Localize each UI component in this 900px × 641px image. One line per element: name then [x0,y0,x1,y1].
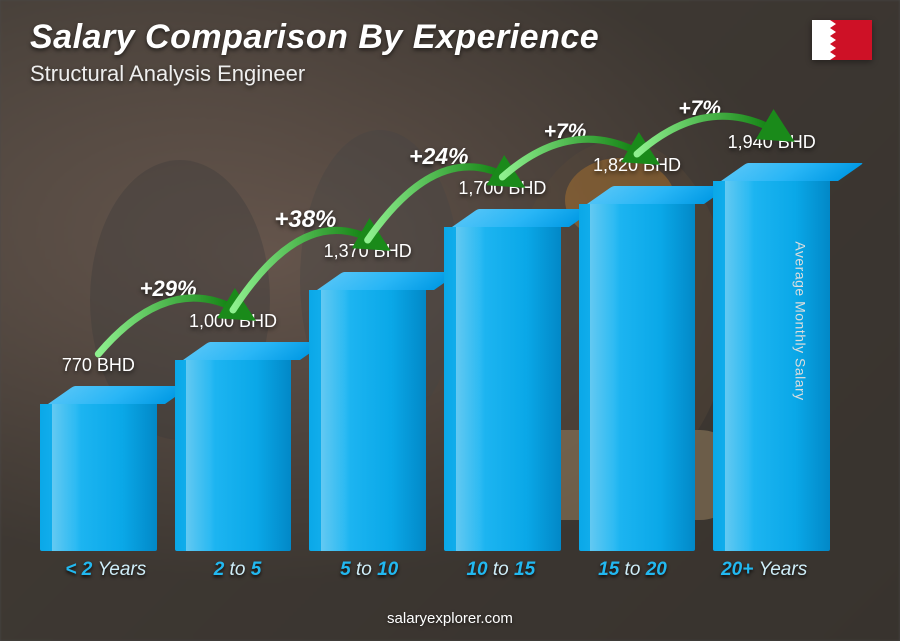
bar-x-label: < 2 Years [40,559,172,581]
bar-front-face [175,360,292,551]
bar-value-label: 770 BHD [62,355,135,376]
footer-attribution: salaryexplorer.com [0,610,900,627]
bar-x-label: 10 to 15 [435,559,567,581]
bar-3d [579,186,696,551]
page-title: Salary Comparison By Experience [30,18,870,57]
bar-front-face [713,181,830,551]
bar-top-face [183,342,325,360]
bar-x-label: 20+ Years [698,559,830,581]
bar-front-face [309,290,426,551]
bar-group: 1,820 BHD [579,155,696,551]
bar-value-label: 1,370 BHD [324,241,412,262]
bar-x-label: 2 to 5 [172,559,304,581]
bar-value-label: 1,820 BHD [593,155,681,176]
bar-front-face [40,404,157,551]
bar-group: 1,370 BHD [309,241,426,551]
bar-chart: 770 BHD 1,000 BHD 1,370 BHD 1,700 BHD 1,820 … [40,91,830,581]
bar-value-label: 1,700 BHD [458,178,546,199]
growth-percent-label: +7% [678,97,721,121]
growth-percent-label: +29% [140,276,197,302]
bar-3d [40,386,157,551]
bar-front-face [444,227,561,551]
bar-top-face [452,209,594,227]
growth-percent-label: +24% [409,143,468,170]
bar-3d [444,209,561,551]
bar-top-face [317,272,459,290]
bar-group: 1,700 BHD [444,178,561,551]
bar-3d [309,272,426,551]
bar-x-label: 15 to 20 [567,559,699,581]
bar-3d [175,342,292,551]
bar-group: 1,000 BHD [175,311,292,551]
page-subtitle: Structural Analysis Engineer [30,61,870,87]
bars-container: 770 BHD 1,000 BHD 1,370 BHD 1,700 BHD 1,820 … [40,121,830,551]
bar-3d [713,163,830,551]
bar-group: 1,940 BHD [713,132,830,551]
country-flag-icon [812,20,872,60]
growth-percent-label: +38% [274,206,336,234]
bar-x-label: 5 to 10 [303,559,435,581]
bar-group: 770 BHD [40,355,157,551]
bar-value-label: 1,000 BHD [189,311,277,332]
growth-percent-label: +7% [544,120,587,144]
y-axis-label: Average Monthly Salary [792,241,808,400]
bar-top-face [48,386,190,404]
header: Salary Comparison By Experience Structur… [30,18,870,87]
bar-top-face [587,186,729,204]
bar-front-face [579,204,696,551]
bar-value-label: 1,940 BHD [728,132,816,153]
